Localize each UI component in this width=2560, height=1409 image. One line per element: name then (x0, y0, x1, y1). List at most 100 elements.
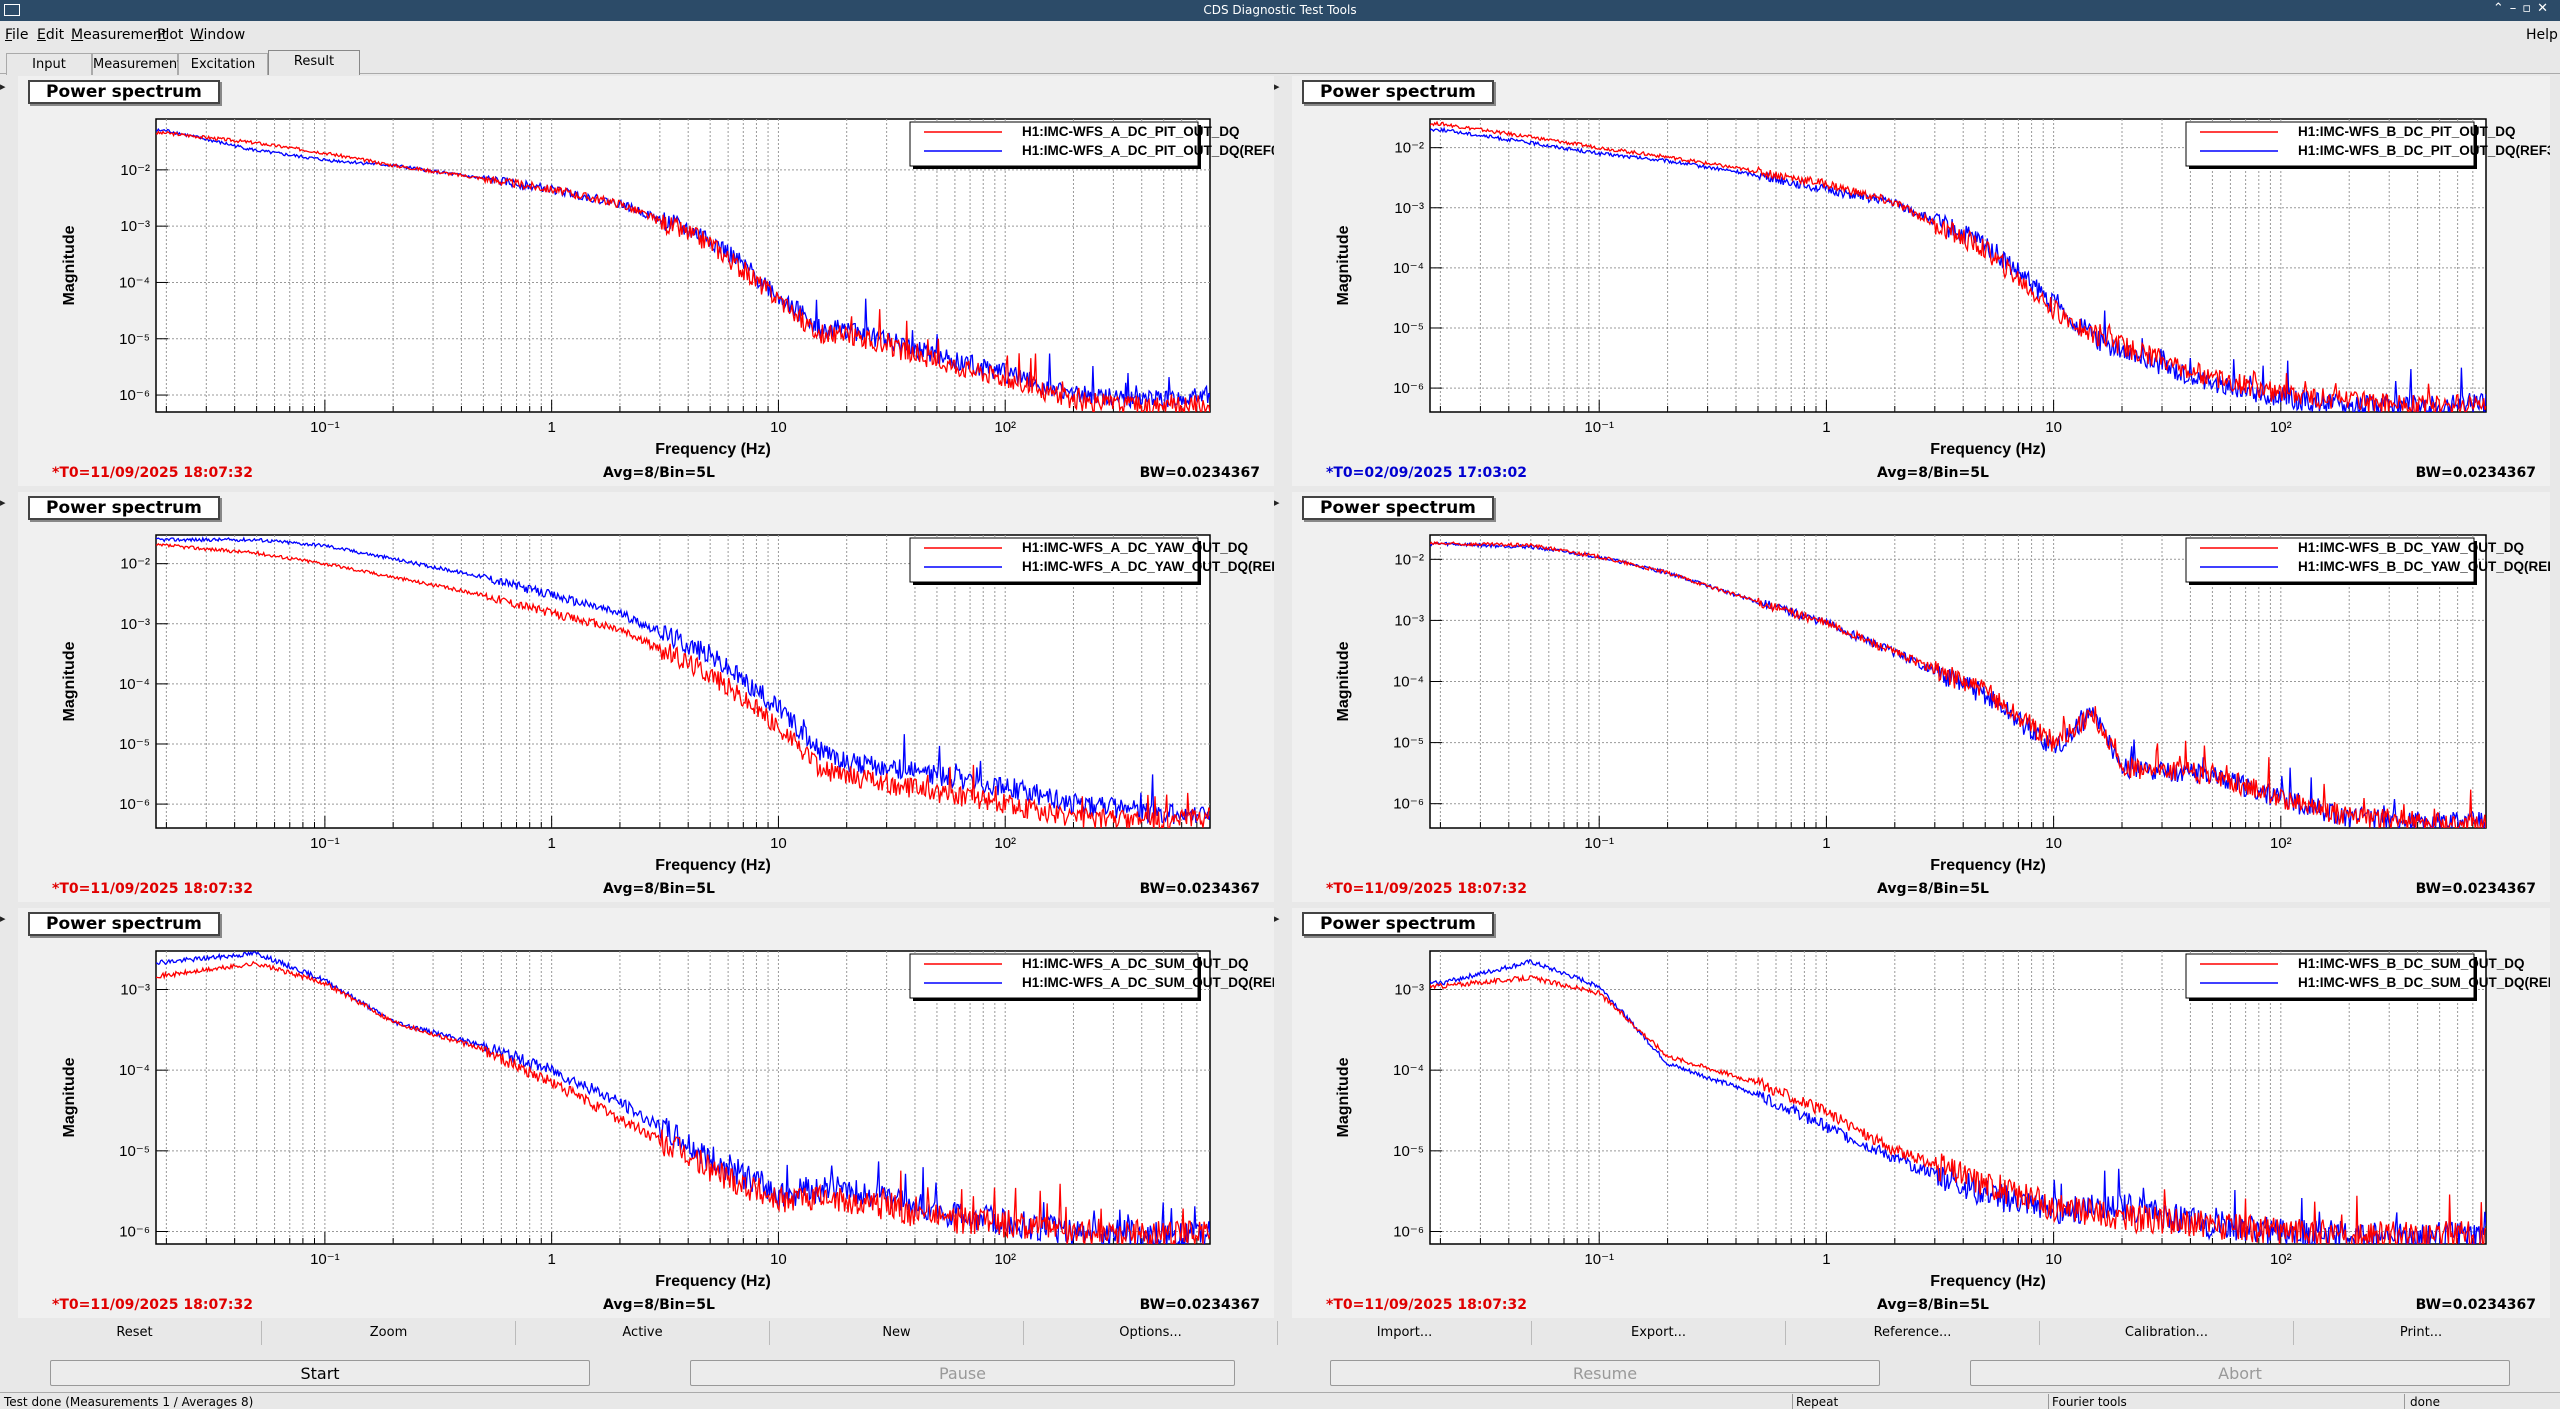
active-button[interactable]: Active (516, 1321, 770, 1345)
legend (909, 121, 1199, 167)
tab-input[interactable]: Input (6, 53, 92, 75)
y-tick-label: 10⁻³ (1394, 200, 1424, 217)
start-button[interactable]: Start (50, 1360, 590, 1386)
status-tool: Fourier tools (2052, 1395, 2127, 1409)
close-icon[interactable]: ✕ (2537, 1, 2554, 16)
legend (2185, 121, 2475, 167)
averages-label: Avg=8/Bin=5L (1877, 1297, 1989, 1313)
power-spectrum-chart[interactable]: 10⁻¹ 1 10 10² 10⁻² 10⁻³ 10⁻⁴ 10⁻⁵ 10⁻⁶ Frequency … (18, 76, 1274, 486)
x-axis-label: Frequency (Hz) (1930, 857, 2046, 874)
app-icon (4, 4, 20, 16)
export-button[interactable]: Export... (1532, 1321, 1786, 1345)
y-axis-label: Magnitude (1335, 641, 1352, 721)
legend-label: H1:IMC-WFS_B_DC_YAW_OUT_DQ (2298, 540, 2524, 555)
y-tick-label: 10⁻⁴ (1393, 674, 1424, 691)
options-button[interactable]: Options... (1024, 1321, 1278, 1345)
power-spectrum-button[interactable]: Power spectrum (28, 80, 220, 104)
panel-expand-icon[interactable]: ▸ (0, 912, 6, 925)
series-line-live (156, 542, 1210, 828)
series-line-live (1430, 540, 2486, 828)
panel-expand-icon[interactable]: ▸ (0, 80, 6, 93)
y-tick-label: 10⁻⁶ (119, 796, 150, 813)
y-tick-label: 10⁻⁴ (119, 274, 150, 291)
series-line-live (1430, 973, 2486, 1244)
minimize-icon[interactable]: – (2509, 1, 2523, 16)
tab-measurement[interactable]: Measurement (92, 53, 182, 75)
menu-measurement[interactable]: Measurement (71, 27, 168, 43)
x-tick-label: 10 (2045, 419, 2062, 436)
status-state: done (2410, 1395, 2440, 1409)
x-tick-label: 10² (994, 835, 1016, 852)
x-tick-label: 10⁻¹ (1584, 1251, 1614, 1268)
y-tick-label: 10⁻³ (120, 218, 150, 235)
bandwidth-label: BW=0.0234367 (2415, 1297, 2536, 1313)
title-bar: CDS Diagnostic Test Tools ⌃–▫✕ (0, 0, 2560, 21)
x-tick-label: 1 (547, 1251, 555, 1268)
power-spectrum-button[interactable]: Power spectrum (28, 496, 220, 520)
series-line-reference (156, 951, 1210, 1244)
calibration-button[interactable]: Calibration... (2040, 1321, 2294, 1345)
keep-above-icon[interactable]: ⌃ (2492, 1, 2510, 16)
x-axis-label: Frequency (Hz) (1930, 441, 2046, 458)
power-spectrum-chart[interactable]: 10⁻¹ 1 10 10² 10⁻² 10⁻³ 10⁻⁴ 10⁻⁵ 10⁻⁶ Frequency … (18, 492, 1274, 902)
reset-button[interactable]: Reset (8, 1321, 262, 1345)
panel-expand-icon[interactable]: ▸ (1274, 80, 1280, 93)
x-tick-label: 1 (1822, 419, 1830, 436)
bandwidth-label: BW=0.0234367 (2415, 465, 2536, 481)
plot-panel[interactable]: ▸ 10⁻¹ 1 10 10² 10⁻² 10⁻³ 10⁻⁴ 10⁻⁵ 10⁻⁶ Frequency… (0, 76, 1274, 486)
y-tick-label: 10⁻⁴ (119, 1062, 150, 1079)
start-time-label: *T0=11/09/2025 18:07:32 (1326, 881, 1528, 897)
start-time-label: *T0=11/09/2025 18:07:32 (52, 881, 254, 897)
averages-label: Avg=8/Bin=5L (603, 881, 715, 897)
x-tick-label: 10² (2270, 1251, 2292, 1268)
menu-edit[interactable]: Edit (37, 27, 65, 43)
plot-panel[interactable]: ▸ 10⁻¹ 1 10 10² 10⁻² 10⁻³ 10⁻⁴ 10⁻⁵ 10⁻⁶ Frequency… (1274, 492, 2550, 902)
panel-expand-icon[interactable]: ▸ (0, 496, 6, 509)
pause-button[interactable]: Pause (690, 1360, 1235, 1386)
plot-panel[interactable]: ▸ 10⁻¹ 1 10 10² 10⁻³ 10⁻⁴ 10⁻⁵ 10⁻⁶ Frequency (Hz… (0, 908, 1274, 1318)
power-spectrum-chart[interactable]: 10⁻¹ 1 10 10² 10⁻² 10⁻³ 10⁻⁴ 10⁻⁵ 10⁻⁶ Frequency … (1292, 492, 2550, 902)
power-spectrum-button[interactable]: Power spectrum (1302, 80, 1494, 104)
x-axis-label: Frequency (Hz) (655, 441, 771, 458)
panel-expand-icon[interactable]: ▸ (1274, 912, 1280, 925)
y-tick-label: 10⁻⁶ (1393, 796, 1424, 813)
x-tick-label: 10⁻¹ (310, 835, 340, 852)
power-spectrum-chart[interactable]: 10⁻¹ 1 10 10² 10⁻³ 10⁻⁴ 10⁻⁵ 10⁻⁶ Frequency (Hz)… (18, 908, 1274, 1318)
start-time-label: *T0=02/09/2025 17:03:02 (1326, 465, 1528, 481)
y-tick-label: 10⁻² (120, 162, 150, 179)
x-tick-label: 10⁻¹ (310, 419, 340, 436)
status-divider (1792, 1394, 1793, 1409)
abort-button[interactable]: Abort (1970, 1360, 2510, 1386)
power-spectrum-button[interactable]: Power spectrum (1302, 912, 1494, 936)
power-spectrum-chart[interactable]: 10⁻¹ 1 10 10² 10⁻² 10⁻³ 10⁻⁴ 10⁻⁵ 10⁻⁶ Frequency … (1292, 76, 2550, 486)
window-controls: ⌃–▫✕ (2493, 1, 2554, 16)
tab-excitation[interactable]: Excitation (178, 53, 268, 75)
tab-result[interactable]: Result (268, 50, 360, 75)
averages-label: Avg=8/Bin=5L (1877, 465, 1989, 481)
power-spectrum-button[interactable]: Power spectrum (1302, 496, 1494, 520)
legend-label: H1:IMC-WFS_A_DC_YAW_OUT_DQ(REF2) (1022, 559, 1274, 574)
menu-window[interactable]: Window (190, 27, 246, 43)
panel-expand-icon[interactable]: ▸ (1274, 496, 1280, 509)
zoom-button[interactable]: Zoom (262, 1321, 516, 1345)
y-tick-label: 10⁻² (1394, 140, 1424, 157)
power-spectrum-chart[interactable]: 10⁻¹ 1 10 10² 10⁻³ 10⁻⁴ 10⁻⁵ 10⁻⁶ Frequency (Hz)… (1292, 908, 2550, 1318)
reference-button[interactable]: Reference... (1786, 1321, 2040, 1345)
legend-label: H1:IMC-WFS_B_DC_SUM_OUT_DQ (2298, 956, 2525, 971)
plot-panel[interactable]: ▸ 10⁻¹ 1 10 10² 10⁻² 10⁻³ 10⁻⁴ 10⁻⁵ 10⁻⁶ Frequency… (0, 492, 1274, 902)
resume-button[interactable]: Resume (1330, 1360, 1880, 1386)
menu-help[interactable]: Help (2526, 27, 2558, 43)
plot-panel[interactable]: ▸ 10⁻¹ 1 10 10² 10⁻² 10⁻³ 10⁻⁴ 10⁻⁵ 10⁻⁶ Frequency… (1274, 76, 2550, 486)
y-axis-label: Magnitude (61, 225, 78, 305)
y-tick-label: 10⁻⁶ (1393, 380, 1424, 397)
print-button[interactable]: Print... (2399, 1325, 2443, 1340)
menu-file[interactable]: File (5, 27, 29, 43)
import-button[interactable]: Import... (1278, 1321, 1532, 1345)
plot-panel[interactable]: ▸ 10⁻¹ 1 10 10² 10⁻³ 10⁻⁴ 10⁻⁵ 10⁻⁶ Frequency (Hz… (1274, 908, 2550, 1318)
maximize-icon[interactable]: ▫ (2522, 1, 2538, 16)
new-button[interactable]: New (770, 1321, 1024, 1345)
menu-plot[interactable]: Plot (157, 27, 184, 43)
x-tick-label: 10² (994, 419, 1016, 436)
menu-bar: File Edit Measurement Plot Window Help (0, 22, 2560, 50)
power-spectrum-button[interactable]: Power spectrum (28, 912, 220, 936)
